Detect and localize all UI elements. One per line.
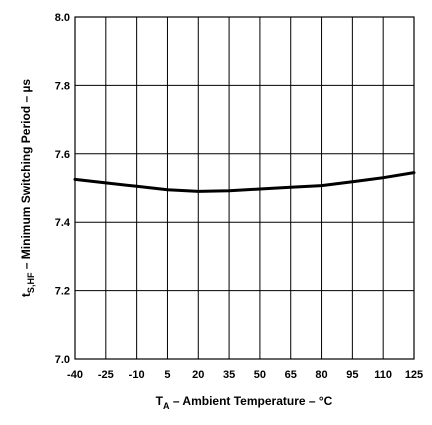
y-tick-label: 7.6 [55, 149, 70, 161]
x-tick-label: 35 [223, 369, 235, 381]
x-tick-label: 110 [374, 369, 392, 381]
x-tick-label: 20 [192, 369, 204, 381]
x-axis-title-rest: – Ambient Temperature – °C [170, 394, 333, 408]
x-tick-label: -40 [67, 369, 83, 381]
x-tick-label: 50 [254, 369, 266, 381]
y-axis-title: tS,HF – Minimum Switching Period – µs [19, 79, 36, 297]
x-tick-label: 95 [346, 369, 358, 381]
x-tick-label: -25 [98, 369, 114, 381]
y-tick-label: 7.2 [55, 286, 70, 298]
y-axis-title-rest: – Minimum Switching Period – µs [19, 79, 33, 273]
x-tick-labels: -40 -25 -10 5 20 35 50 65 80 95 110 125 [67, 369, 423, 381]
x-tick-label: -10 [129, 369, 145, 381]
series-line [73, 171, 416, 193]
x-tick-label: 5 [164, 369, 170, 381]
plot-frame [74, 16, 415, 360]
x-tick-label: 65 [285, 369, 297, 381]
x-tick-label: 125 [405, 369, 423, 381]
x-axis-title-main: T [156, 394, 164, 408]
y-tick-label: 7.0 [55, 354, 70, 366]
x-axis-title: TA – Ambient Temperature – °C [156, 394, 333, 411]
grid [74, 16, 415, 360]
x-axis-title-sub: A [163, 401, 170, 411]
x-tick-label: 80 [315, 369, 327, 381]
y-axis-title-main: t [19, 293, 33, 297]
y-tick-label: 7.8 [55, 80, 70, 92]
y-tick-label: 7.4 [55, 217, 71, 229]
y-tick-labels: 7.0 7.2 7.4 7.6 7.8 8.0 [55, 12, 71, 366]
y-tick-label: 8.0 [55, 12, 70, 24]
y-axis-title-sub: S,HF [26, 272, 36, 293]
